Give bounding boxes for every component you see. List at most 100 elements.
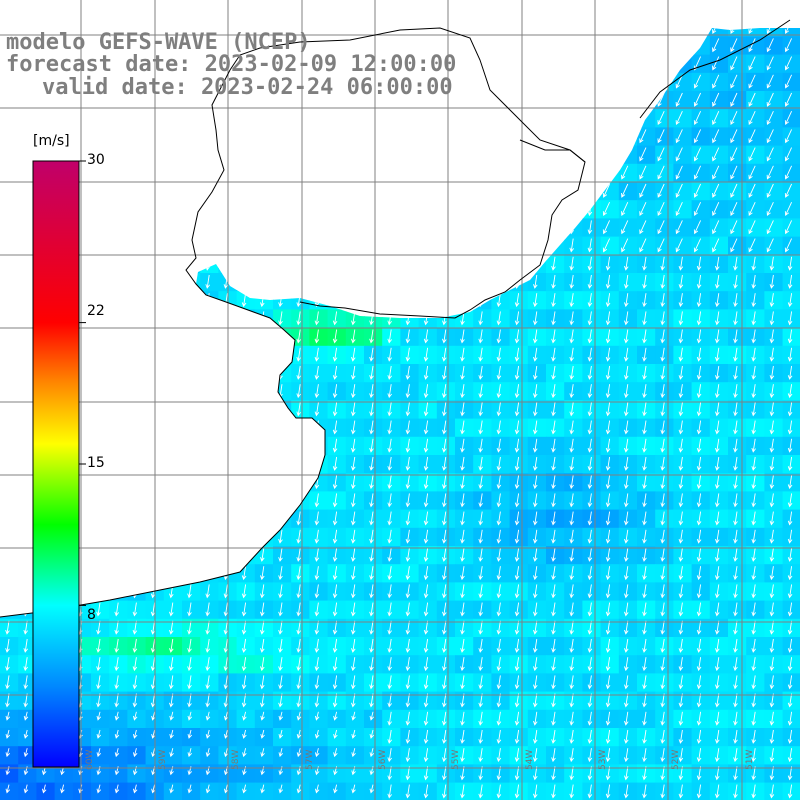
wind-arrow xyxy=(223,475,229,490)
wind-arrow xyxy=(460,584,465,599)
speed-cell xyxy=(400,746,420,765)
wind-arrow xyxy=(551,766,556,781)
wind-arrow xyxy=(496,129,502,144)
speed-cell xyxy=(673,546,693,565)
speed-cell xyxy=(400,0,419,19)
speed-cell xyxy=(436,546,456,565)
wind-arrow xyxy=(751,602,756,617)
speed-cell xyxy=(600,400,620,420)
speed-cell xyxy=(527,54,547,74)
wind-arrow xyxy=(533,147,538,162)
wind-arrow xyxy=(132,566,138,581)
speed-cell xyxy=(91,618,110,638)
speed-cell xyxy=(309,546,329,565)
speed-cell xyxy=(0,0,19,19)
wind-arrow xyxy=(442,638,447,653)
speed-cell xyxy=(236,163,256,183)
speed-cell xyxy=(782,273,800,292)
wind-arrow xyxy=(132,729,138,739)
speed-cell xyxy=(746,127,765,147)
speed-cell xyxy=(418,291,438,310)
speed-cell xyxy=(746,509,765,529)
wind-arrow xyxy=(733,602,738,617)
wind-arrow xyxy=(405,566,411,581)
wind-arrow xyxy=(169,311,174,326)
speed-cell xyxy=(600,618,620,638)
wind-arrow xyxy=(5,638,10,653)
wind-arrow xyxy=(260,638,265,653)
speed-cell xyxy=(709,546,729,565)
speed-cell xyxy=(764,764,784,784)
wind-arrow xyxy=(150,274,156,289)
speed-cell xyxy=(200,691,219,711)
wind-arrow xyxy=(242,711,247,721)
wind-arrow xyxy=(187,729,193,739)
speed-cell xyxy=(109,546,128,565)
speed-cell xyxy=(254,327,274,347)
speed-cell xyxy=(163,236,183,256)
speed-cell xyxy=(0,236,19,256)
speed-cell xyxy=(746,637,765,656)
wind-arrow xyxy=(314,38,320,53)
wind-arrow xyxy=(496,165,502,180)
speed-cell xyxy=(200,618,219,638)
wind-arrow xyxy=(296,274,301,289)
wind-arrow xyxy=(187,675,192,690)
wind-arrow xyxy=(624,566,629,581)
wind-arrow xyxy=(784,28,793,35)
wind-arrow xyxy=(169,365,174,380)
wind-arrow xyxy=(260,147,265,162)
wind-arrow xyxy=(696,402,702,417)
speed-cell xyxy=(291,364,310,383)
speed-cell xyxy=(109,436,128,456)
speed-cell xyxy=(345,436,365,456)
wind-arrow xyxy=(587,147,593,162)
speed-cell xyxy=(345,345,365,365)
speed-cell xyxy=(91,655,110,674)
wind-arrow xyxy=(460,475,465,490)
wind-arrow xyxy=(660,638,665,653)
wind-arrow xyxy=(660,547,665,562)
wind-arrow xyxy=(205,384,210,399)
speed-cell xyxy=(691,28,711,37)
wind-arrow xyxy=(278,238,283,253)
wind-arrow xyxy=(514,766,520,781)
wind-arrow xyxy=(114,456,119,471)
wind-arrow xyxy=(260,693,265,708)
speed-cell xyxy=(382,564,401,583)
wind-arrow xyxy=(784,111,793,126)
speed-cell xyxy=(473,746,492,765)
wind-arrow xyxy=(5,347,10,362)
speed-cell xyxy=(655,218,674,238)
wind-arrow xyxy=(478,129,483,144)
wind-arrow xyxy=(551,365,556,380)
wind-arrow xyxy=(332,256,338,271)
speed-cell xyxy=(509,709,529,729)
wind-arrow xyxy=(260,675,265,690)
speed-cell xyxy=(473,527,492,547)
speed-cell xyxy=(509,746,529,765)
speed-cell xyxy=(637,109,656,128)
speed-cell xyxy=(600,109,620,128)
wind-arrow xyxy=(730,220,738,235)
speed-cell xyxy=(200,455,219,474)
wind-arrow xyxy=(678,693,684,708)
wind-arrow xyxy=(730,238,738,253)
speed-cell xyxy=(273,364,292,383)
speed-cell xyxy=(618,273,638,292)
speed-cell xyxy=(618,327,638,347)
wind-arrow xyxy=(205,638,210,653)
speed-cell xyxy=(436,782,456,800)
speed-cell xyxy=(0,473,19,492)
speed-cell xyxy=(764,54,784,74)
speed-cell xyxy=(782,364,800,383)
wind-arrow xyxy=(569,602,574,617)
wind-arrow xyxy=(587,748,593,763)
wind-arrow xyxy=(332,493,338,508)
speed-cell xyxy=(254,400,274,420)
wind-arrow xyxy=(787,438,793,453)
speed-cell xyxy=(509,436,529,456)
wind-arrow xyxy=(150,384,156,399)
speed-cell xyxy=(436,364,456,383)
wind-arrow xyxy=(278,693,283,708)
